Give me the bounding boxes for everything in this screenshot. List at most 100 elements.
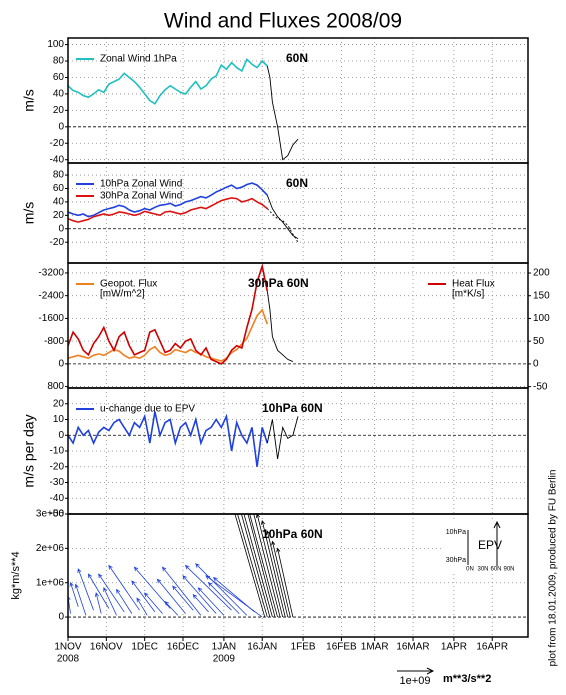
flux-vector [69,581,79,607]
credit: plot from 18.01.2009, produced by FU Ber… [548,470,559,667]
flux-vector [195,563,248,616]
legend-units: [mW/m^2] [100,289,145,300]
y-tick-label: -3200 [38,268,64,279]
y-tick-label: 40 [53,89,65,100]
flux-vector [172,585,194,611]
plot-area [68,388,528,514]
flux-vector [276,547,294,618]
y2-tick-label: 150 [533,290,550,301]
y2-tick-label: 50 [533,336,545,347]
panel-frame [67,513,529,638]
flux-vector [205,575,263,618]
series-line [68,411,269,467]
y-axis-label: m/s [21,202,37,225]
x-tick-label: 1DEC [131,642,158,653]
legend-units: [m*K/s] [452,289,484,300]
y-tick-label: -20 [50,461,65,472]
flux-vector [207,582,240,614]
x-tick-label: 1JAN [212,642,236,653]
y-tick-label: -30 [50,477,65,488]
flux-vector [103,587,117,616]
flux-vector [116,588,133,614]
plot-area [68,163,528,263]
flux-vector [247,514,276,618]
legend-label: Geopot. Flux [100,279,157,290]
flux-vector [184,564,232,611]
y-tick-label: -40 [50,154,65,165]
flux-vector [131,580,156,613]
inset-level: 10hPa [446,529,466,536]
legend-label: Zonal Wind 1hPa [100,54,177,65]
y-tick-label: 60 [53,72,65,83]
y-tick-label: -1600 [38,313,64,324]
annotation: 60N [286,51,308,65]
annotation: 10hPa 60N [262,401,323,415]
reference-units: m**3/s**2 [443,673,491,685]
flux-vector [260,519,286,618]
flux-vector [234,514,266,618]
flux-vector [136,597,148,616]
series-line [266,65,299,161]
flux-vector [144,592,163,614]
inset-arrow-head [493,520,501,529]
series-line [68,58,268,105]
flux-vector [197,587,225,616]
flux-vector [255,514,284,618]
y-axis-label: m/s [21,89,37,112]
y-tick-label: 800 [47,381,64,392]
x-tick-label: 16MAR [396,642,429,653]
y-tick-label: -20 [50,138,65,149]
flux-vector [237,514,268,618]
annotation: 30hPa 60N [248,276,309,290]
x-tick-label: 16JAN [247,642,277,653]
x-tick-label: 1NOV [54,642,82,653]
y-tick-label: 3e+06 [36,509,65,520]
flux-vector [98,573,125,613]
y-tick-label: 20 [53,210,65,221]
reference-label: 1e+09 [400,675,431,687]
flux-vector [94,592,102,614]
y-tick-label: -2400 [38,290,64,301]
x-tick-label: 1MAR [361,642,389,653]
y2-tick-label: 200 [533,268,550,279]
plot-area [68,514,528,637]
annotation: 10hPa 60N [262,527,323,541]
plot-area [68,38,528,163]
y-tick-label: 10 [53,414,65,425]
y-tick-label: -40 [50,493,65,504]
legend-label: u-change due to EPV [100,404,195,415]
series-line [266,208,299,243]
page-title: Wind and Fluxes 2008/09 [164,10,402,33]
series-line [68,308,269,362]
x-tick-label: 16FEB [326,642,357,653]
flux-vector [192,594,209,613]
flux-vector [156,578,186,614]
flux-vector [266,530,289,618]
y-tick-label: 80 [53,56,65,67]
inset-box [442,520,526,574]
y-tick-label: -20 [50,237,65,248]
plot-area [68,263,528,388]
y-tick-label: 80 [53,170,65,181]
flux-vector [108,564,140,611]
flux-vector [253,514,281,618]
series-line [68,263,269,365]
flux-vector [74,583,87,616]
flux-vector [161,566,202,616]
y2-tick-label: 100 [533,313,550,324]
x-tick-label: 16NOV [90,642,123,653]
inset-latitude: 60N [490,567,501,573]
annotation: 60N [286,176,308,190]
y-axis-label: m/s per day [21,414,37,487]
flux-vector [77,568,94,611]
x-tick-label: 16APR [476,642,508,653]
y2-tick-label: 0 [533,359,539,370]
y-tick-label: -50 [50,509,65,520]
series-line [266,291,294,363]
legend-label: 30hPa Zonal Wind [100,191,182,202]
inset-level: 30hPa [446,557,466,564]
inset-latitude: 30N [477,567,488,573]
inset-latitude: 90N [503,567,514,573]
y-axis-label: kg*m/s**4 [10,551,22,599]
flux-vector [164,600,179,616]
